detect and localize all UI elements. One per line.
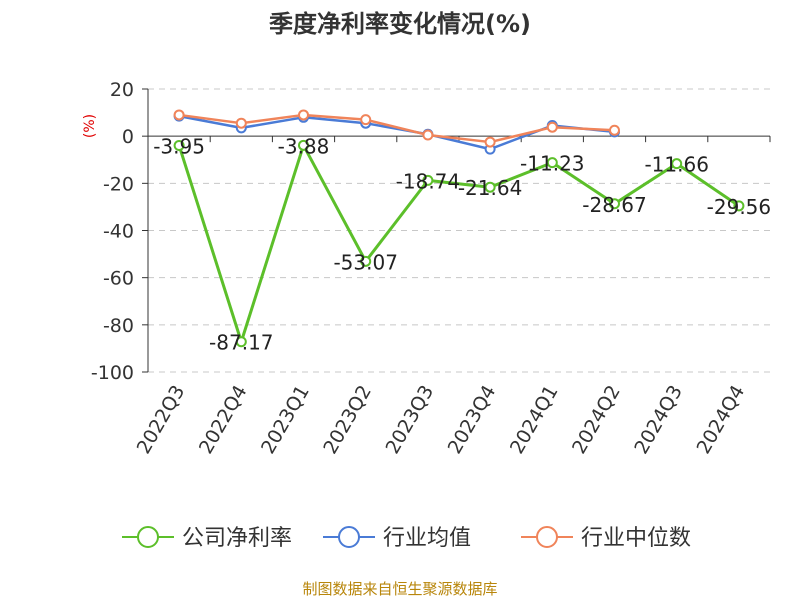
y-tick-label: -20 — [103, 173, 134, 195]
data-point — [235, 336, 247, 348]
x-tick-label: 2023Q1 — [257, 382, 314, 458]
data-point — [546, 121, 558, 133]
series-layer — [173, 109, 745, 348]
data-point — [235, 117, 247, 129]
data-point — [609, 124, 620, 136]
y-tick-label: 20 — [110, 79, 134, 101]
legend-label: 公司净利率 — [182, 526, 292, 551]
data-point — [173, 109, 185, 121]
data-label: -3.88 — [278, 134, 330, 158]
series-line-0 — [177, 143, 740, 344]
data-label: -11.23 — [520, 152, 584, 176]
y-tick-label: -60 — [103, 268, 134, 290]
data-point — [422, 174, 434, 186]
data-point — [484, 181, 496, 193]
x-tick-label: 2023Q3 — [381, 382, 438, 458]
y-tick-label: -40 — [103, 221, 134, 243]
data-label: -18.74 — [396, 169, 460, 193]
x-tick-label: 2024Q3 — [630, 382, 687, 458]
legend-marker — [338, 526, 360, 548]
x-tick-label: 2024Q1 — [506, 382, 563, 458]
y-tick-label: -100 — [91, 362, 134, 384]
source-note: 制图数据来自恒生聚源数据库 — [302, 580, 497, 598]
x-tick-label: 2022Q3 — [133, 382, 190, 458]
data-point — [733, 200, 745, 212]
y-axis-unit: (%) — [82, 114, 98, 138]
x-tick-label: 2022Q4 — [195, 382, 252, 458]
data-labels: -3.95 -87.17 -3.88 -53.07 -18.74-21.64-11.23… — [153, 134, 771, 354]
legend-label: 行业均值 — [383, 526, 471, 551]
data-point — [422, 129, 434, 141]
legend-label: 行业中位数 — [581, 526, 691, 551]
data-label: -3.95 — [153, 134, 205, 158]
data-point — [298, 109, 309, 121]
data-label: -29.56 — [707, 195, 771, 219]
data-label: -53.07 — [333, 250, 397, 274]
data-label: -87.17 — [209, 331, 273, 355]
data-label: -21.64 — [458, 176, 522, 200]
series-line-2 — [178, 113, 615, 144]
chart-title: 季度净利率变化情况(%) — [269, 10, 531, 38]
x-tick-label: 2024Q2 — [568, 382, 625, 458]
legend-marker — [536, 526, 558, 548]
y-tick-label: 0 — [122, 126, 134, 148]
grid-lines — [148, 88, 770, 373]
legend-marker — [137, 526, 159, 548]
data-point — [609, 198, 620, 210]
data-point — [484, 136, 496, 148]
x-tick-label: 2023Q2 — [319, 382, 376, 458]
data-point — [298, 139, 309, 151]
x-tick-label: 2023Q4 — [444, 381, 501, 457]
legend: 公司净利率 行业均值 行业中位数 — [122, 526, 691, 551]
data-label: -11.66 — [644, 153, 708, 177]
data-point — [173, 139, 185, 151]
data-label: -28.67 — [582, 193, 646, 217]
data-point — [360, 114, 372, 126]
y-tick-label: -80 — [103, 315, 134, 337]
data-point — [546, 157, 558, 169]
x-tick-label: 2024Q4 — [692, 382, 749, 458]
data-point — [360, 255, 372, 267]
data-point — [671, 158, 683, 170]
